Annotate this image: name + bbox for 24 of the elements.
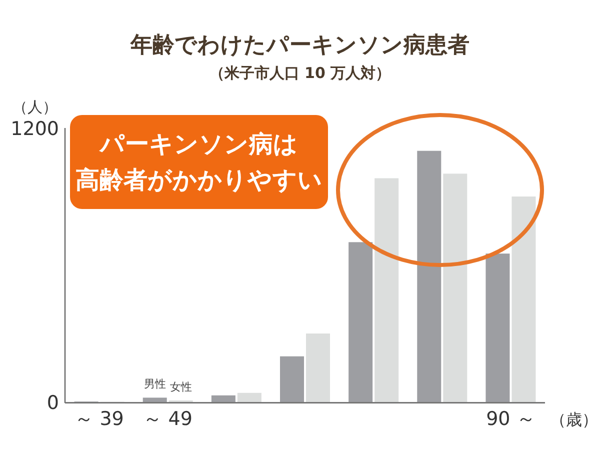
annotation: パーキンソン病は bbox=[98, 130, 298, 158]
series-label: 女性 bbox=[170, 380, 192, 394]
bar bbox=[486, 254, 510, 402]
bar bbox=[348, 242, 373, 402]
x-tick-label: ～ 49 bbox=[143, 408, 192, 430]
series-label: 男性 bbox=[144, 378, 166, 391]
bar bbox=[142, 398, 167, 402]
bar bbox=[237, 392, 262, 402]
chart-subtitle: （米子市人口 10 万人対） bbox=[209, 64, 391, 82]
bar bbox=[374, 178, 399, 402]
bar bbox=[443, 174, 468, 402]
bar bbox=[512, 196, 536, 402]
y-tick-label: 0 bbox=[46, 392, 59, 414]
bar bbox=[211, 395, 236, 402]
chart-title: 年齢でわけたパーキンソン病患者 bbox=[130, 33, 470, 58]
x-tick-label: ～ 39 bbox=[74, 408, 124, 430]
y-axis-title: （人） bbox=[12, 98, 58, 116]
bar bbox=[417, 150, 442, 402]
x-axis-title: （歳） bbox=[550, 410, 598, 429]
bar bbox=[306, 334, 330, 402]
annotation: 高齢者がかかりやすい bbox=[76, 166, 322, 194]
y-tick-label: 1200 bbox=[10, 118, 59, 140]
bar bbox=[280, 356, 304, 402]
x-tick-label: 90 ～ bbox=[486, 408, 536, 430]
